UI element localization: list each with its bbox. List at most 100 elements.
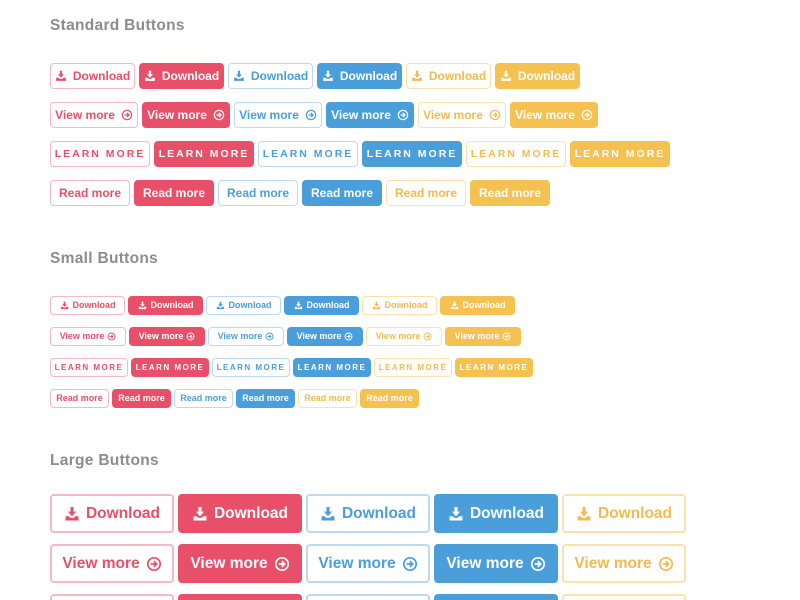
view-more-button-red-outline-small[interactable]: View more — [50, 327, 126, 346]
download-button-red-solid-standard[interactable]: Download — [139, 63, 224, 89]
download-button-blue-solid-standard[interactable]: Download — [317, 63, 402, 89]
view-more-button-red-outline-standard[interactable]: View more — [50, 102, 138, 128]
button-label: Read more — [180, 393, 227, 403]
button-label: LEARN MORE — [366, 147, 458, 160]
arrow-circle-right-icon — [146, 556, 162, 572]
view-more-button-yellow-outline-large[interactable]: View more — [562, 544, 686, 583]
download-button-yellow-outline-standard[interactable]: Download — [406, 63, 491, 89]
download-button-yellow-solid-standard[interactable]: Download — [495, 63, 580, 89]
section-title-standard: Standard Buttons — [50, 17, 185, 34]
learn-more-button-yellow-solid-small[interactable]: LEARN MORE — [455, 358, 533, 377]
download-button-red-outline-small[interactable]: Download — [50, 296, 125, 315]
learn-more-button-red-solid-small[interactable]: LEARN MORE — [131, 358, 209, 377]
arrow-circle-right-icon — [423, 332, 432, 341]
download-icon — [294, 301, 303, 310]
download-button-red-solid-small[interactable]: Download — [128, 296, 203, 315]
read-more-button-yellow-solid-standard[interactable]: Read more — [470, 180, 550, 206]
read-more-button-yellow-outline-standard[interactable]: Read more — [386, 180, 466, 206]
arrow-circle-right-icon — [397, 109, 409, 121]
download-icon — [411, 70, 423, 82]
button-label: Download — [161, 69, 220, 83]
view-more-button-yellow-outline-standard[interactable]: View more — [418, 102, 506, 128]
button-label: Read more — [118, 393, 165, 403]
download-button-blue-outline-large[interactable]: Download — [306, 494, 430, 533]
button-label: LEARN MORE — [470, 147, 562, 160]
read-more-button-yellow-solid-small[interactable]: Read more — [360, 389, 419, 408]
button-label: Download — [469, 504, 545, 522]
learn-more-button-red-solid-large[interactable]: LEARN MORE — [178, 594, 302, 600]
button-label: Download — [384, 300, 428, 310]
button-label: LEARN MORE — [574, 147, 666, 160]
view-more-button-yellow-outline-small[interactable]: View more — [366, 327, 442, 346]
learn-more-button-red-outline-large[interactable]: LEARN MORE — [50, 594, 174, 600]
learn-more-button-blue-outline-standard[interactable]: LEARN MORE — [258, 141, 358, 167]
download-button-red-outline-large[interactable]: Download — [50, 494, 174, 533]
view-more-button-yellow-solid-standard[interactable]: View more — [510, 102, 598, 128]
view-more-button-red-solid-small[interactable]: View more — [129, 327, 205, 346]
view-more-button-blue-outline-standard[interactable]: View more — [234, 102, 322, 128]
learn-more-button-blue-solid-small[interactable]: LEARN MORE — [293, 358, 371, 377]
download-button-yellow-outline-small[interactable]: Download — [362, 296, 437, 315]
small-download-row: Download Download Download Download Download… — [50, 296, 800, 315]
button-label: Download — [72, 69, 131, 83]
arrow-circle-right-icon — [265, 332, 274, 341]
button-label: Download — [85, 504, 161, 522]
read-more-button-yellow-outline-small[interactable]: Read more — [298, 389, 357, 408]
button-label: Download — [228, 300, 272, 310]
button-label: Download — [517, 69, 576, 83]
view-more-button-blue-outline-large[interactable]: View more — [306, 544, 430, 583]
read-more-button-blue-solid-small[interactable]: Read more — [236, 389, 295, 408]
learn-more-button-red-outline-small[interactable]: LEARN MORE — [50, 358, 128, 377]
button-label: LEARN MORE — [459, 362, 529, 372]
read-more-button-blue-outline-standard[interactable]: Read more — [218, 180, 298, 206]
learn-more-button-yellow-outline-standard[interactable]: LEARN MORE — [466, 141, 566, 167]
read-more-button-red-solid-small[interactable]: Read more — [112, 389, 171, 408]
learn-more-button-red-solid-standard[interactable]: LEARN MORE — [154, 141, 254, 167]
read-more-button-blue-solid-standard[interactable]: Read more — [302, 180, 382, 206]
learn-more-button-yellow-outline-small[interactable]: LEARN MORE — [374, 358, 452, 377]
button-label: Read more — [142, 186, 206, 200]
view-more-button-red-solid-large[interactable]: View more — [178, 544, 302, 583]
read-more-button-blue-outline-small[interactable]: Read more — [174, 389, 233, 408]
button-label: View more — [55, 108, 115, 122]
button-label: View more — [515, 108, 575, 122]
button-label: Download — [428, 69, 487, 83]
section-standard-buttons: Standard Buttons Download Download Download… — [50, 16, 800, 206]
standard-read-more-row: Read more Read more Read more Read more Read… — [50, 180, 800, 206]
download-button-red-outline-standard[interactable]: Download — [50, 63, 135, 89]
learn-more-button-blue-outline-large[interactable]: LEARN MORE — [306, 594, 430, 600]
download-button-yellow-solid-small[interactable]: Download — [440, 296, 515, 315]
button-label: Download — [250, 69, 309, 83]
learn-more-button-yellow-outline-large[interactable]: LEARN MORE — [562, 594, 686, 600]
download-icon — [322, 70, 334, 82]
button-label: View more — [423, 108, 483, 122]
download-icon — [500, 70, 512, 82]
view-more-button-blue-solid-standard[interactable]: View more — [326, 102, 414, 128]
button-label: Read more — [242, 393, 289, 403]
button-label: Read more — [478, 186, 542, 200]
view-more-button-blue-solid-small[interactable]: View more — [287, 327, 363, 346]
download-button-red-solid-large[interactable]: Download — [178, 494, 302, 533]
download-button-yellow-outline-large[interactable]: Download — [562, 494, 686, 533]
read-more-button-red-solid-standard[interactable]: Read more — [134, 180, 214, 206]
button-label: Download — [150, 300, 194, 310]
learn-more-button-blue-solid-large[interactable]: LEARN MORE — [434, 594, 558, 600]
download-button-blue-solid-small[interactable]: Download — [284, 296, 359, 315]
learn-more-button-blue-outline-small[interactable]: LEARN MORE — [212, 358, 290, 377]
download-button-blue-outline-small[interactable]: Download — [206, 296, 281, 315]
view-more-button-red-outline-large[interactable]: View more — [50, 544, 174, 583]
view-more-button-yellow-solid-small[interactable]: View more — [445, 327, 521, 346]
view-more-button-blue-outline-small[interactable]: View more — [208, 327, 284, 346]
view-more-button-red-solid-standard[interactable]: View more — [142, 102, 230, 128]
learn-more-button-blue-solid-standard[interactable]: LEARN MORE — [362, 141, 462, 167]
arrow-circle-right-icon — [530, 556, 546, 572]
learn-more-button-red-outline-standard[interactable]: LEARN MORE — [50, 141, 150, 167]
view-more-button-blue-solid-large[interactable]: View more — [434, 544, 558, 583]
read-more-button-red-outline-small[interactable]: Read more — [50, 389, 109, 408]
download-button-blue-outline-standard[interactable]: Download — [228, 63, 313, 89]
learn-more-button-yellow-solid-standard[interactable]: LEARN MORE — [570, 141, 670, 167]
read-more-button-red-outline-standard[interactable]: Read more — [50, 180, 130, 206]
download-button-blue-solid-large[interactable]: Download — [434, 494, 558, 533]
button-label: Read more — [310, 186, 374, 200]
standard-learn-more-row: LEARN MORE LEARN MORE LEARN MORE LEARN MORE… — [50, 141, 800, 167]
